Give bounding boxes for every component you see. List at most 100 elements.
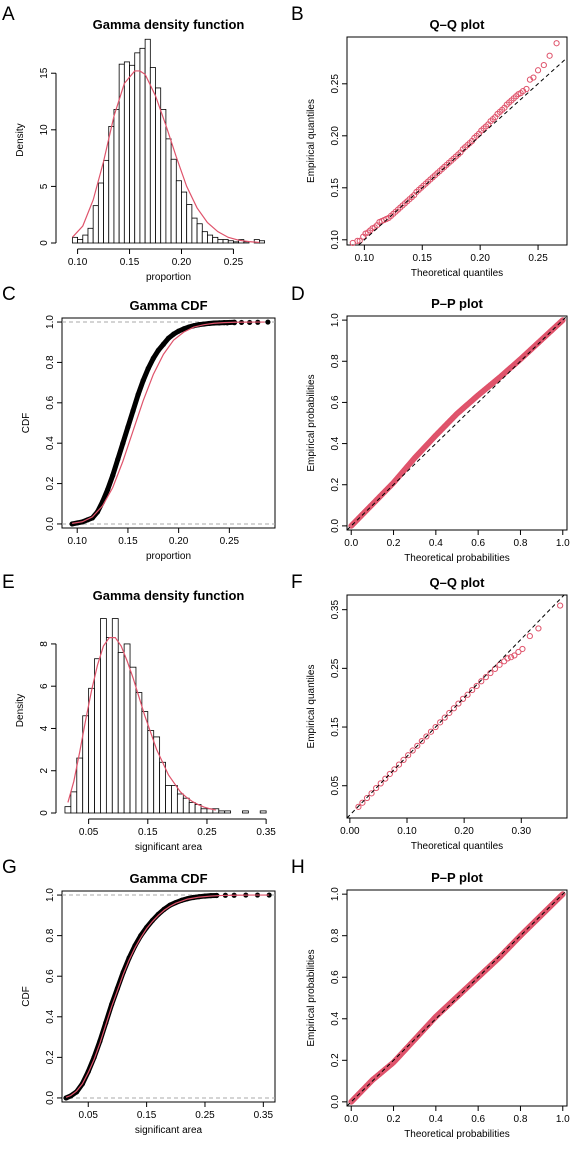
pp-point (559, 317, 565, 324)
panel-letter: A (2, 4, 15, 25)
qq-point (355, 803, 362, 810)
qq-point (473, 682, 480, 690)
y-tick-label: 0.20 (330, 126, 341, 146)
panel-d: D P–P plot 0.0 0.2 0.4 0.6 0.8 1.0 0.0 0.2 0.4 0.6 0… (291, 284, 570, 564)
histogram-bar (139, 47, 146, 244)
plot-box (61, 890, 276, 1103)
qq-point (478, 678, 485, 685)
histogram-bar (144, 38, 151, 244)
y-axis-label: Empirical quantiles (306, 665, 317, 749)
ecdf-point (149, 917, 156, 924)
histogram-bar (77, 239, 84, 244)
histogram-bar (123, 61, 130, 244)
histogram-bar (188, 802, 196, 814)
gamma-fit-curve (67, 636, 216, 811)
x-tick-label: 0.15 (118, 536, 138, 547)
y-tick-label: 10 (39, 124, 50, 136)
qq-point (437, 719, 444, 726)
panel-h: H P–P plot 0.0 0.2 0.4 0.6 0.8 1.0 0.0 0.2 0.4 0.6 0… (291, 857, 570, 1140)
qq-point (491, 665, 499, 673)
x-tick-label: 0.10 (67, 536, 87, 547)
histogram-bar (170, 158, 177, 244)
qq-point (464, 691, 471, 698)
histogram-bar (111, 618, 119, 814)
y-axis-label: Empirical quantiles (306, 99, 317, 183)
qq-point (546, 52, 553, 59)
qq-point (455, 700, 462, 707)
y-tick-label: 0.4 (330, 1011, 341, 1025)
qq-point (504, 655, 511, 662)
qq-point (501, 658, 508, 665)
x-tick-label: 0.15 (137, 1110, 157, 1121)
y-tick-label: 0.25 (330, 658, 341, 678)
qq-point (377, 780, 384, 787)
histogram-bar (147, 730, 155, 814)
histogram-bar (134, 52, 141, 244)
panel-b: B Q–Q plot 0.10 0.15 0.20 0.25 0.10 0.15 0.20 0.2… (291, 4, 568, 279)
x-tick-label: 0.35 (256, 827, 276, 838)
x-axis-label: Theoretical probabilities (404, 553, 510, 564)
qq-point (423, 733, 430, 740)
ecdf-point (170, 331, 177, 337)
histogram-bar (217, 239, 224, 244)
x-tick-label: 0.15 (413, 253, 433, 264)
ecdf-point (89, 515, 96, 521)
histogram-bar (242, 810, 249, 814)
qq-point (450, 705, 457, 712)
x-tick-label: 0.25 (528, 253, 548, 264)
pp-point (559, 891, 566, 898)
qq-point (469, 686, 476, 694)
qq-point (511, 652, 518, 659)
x-tick-label: 0.05 (79, 827, 99, 838)
y-tick-label: 0 (39, 810, 50, 816)
y-axis-label: CDF (21, 986, 32, 1007)
histogram-bar (70, 791, 78, 814)
x-tick-label: 0.30 (512, 826, 532, 837)
histogram-bar (76, 757, 84, 814)
ecdf-point (145, 365, 151, 372)
x-tick-label: 0.4 (429, 538, 443, 549)
qq-point (441, 714, 448, 721)
panel-title: Gamma density function (93, 17, 245, 32)
ecdf-point (135, 392, 141, 398)
histogram-bar (201, 231, 208, 244)
histogram-bar (103, 159, 110, 244)
y-tick-label: 2 (39, 768, 50, 774)
y-tick-label: 0.2 (45, 476, 56, 490)
y-tick-label: 0.0 (45, 1091, 56, 1105)
y-tick-label: 0.35 (330, 600, 341, 620)
x-axis-label: significant area (135, 1125, 203, 1136)
x-tick-label: 0.8 (514, 538, 528, 549)
x-tick-label: 1.0 (556, 538, 570, 549)
qq-point (391, 766, 398, 773)
x-tick-label: 0.4 (429, 1114, 443, 1125)
qq-point (395, 761, 403, 768)
qq-point (507, 654, 515, 661)
histogram-bar (175, 180, 182, 244)
histogram-bar (88, 687, 95, 814)
ecdf-point (181, 326, 187, 332)
histogram-bar (224, 810, 232, 814)
histogram-bar (141, 711, 149, 814)
x-tick-label: 0.20 (454, 826, 474, 837)
y-tick-label: 0.4 (45, 436, 56, 450)
identity-reference-line (346, 315, 568, 531)
x-tick-label: 0.10 (68, 257, 88, 268)
y-axis-label: Density (15, 694, 26, 727)
x-tick-label: 0.20 (470, 253, 490, 264)
y-tick-label: 0.2 (330, 1053, 341, 1067)
y-tick-label: 1.0 (330, 313, 341, 327)
pp-point (558, 318, 565, 325)
ecdf-tail-point (265, 319, 271, 325)
x-tick-label: 0.0 (344, 1114, 358, 1125)
ecdf-point (176, 328, 182, 334)
ecdf-point (155, 911, 161, 917)
y-tick-label: 4 (39, 725, 50, 731)
histogram-bar (176, 793, 184, 814)
histogram-bar (159, 761, 166, 814)
ecdf-point (125, 424, 131, 430)
x-tick-label: 0.20 (172, 257, 192, 268)
y-tick-label: 0.15 (330, 178, 341, 198)
panel-letter: H (291, 857, 305, 878)
